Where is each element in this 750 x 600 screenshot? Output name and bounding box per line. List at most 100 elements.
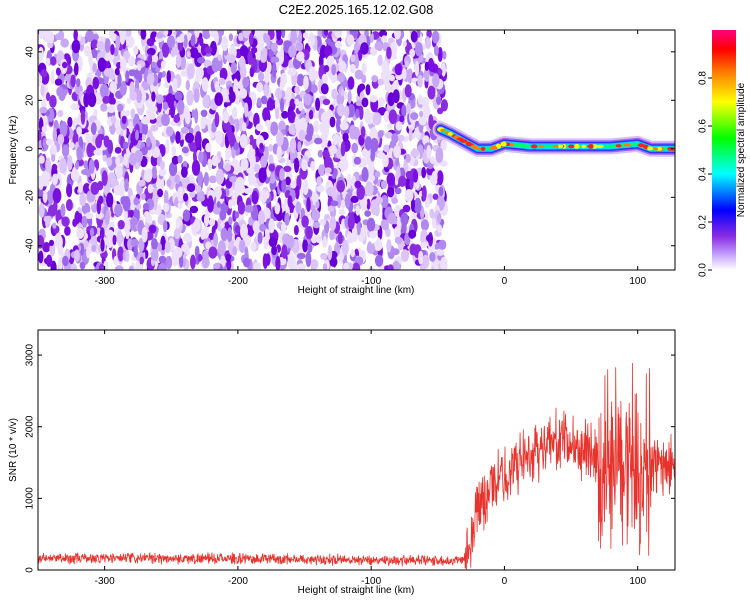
snr-frame: [37, 329, 676, 571]
noise-dot: [108, 30, 115, 39]
snr-line: [38, 362, 675, 570]
noise-dot: [158, 262, 167, 270]
noise-dot: [429, 208, 435, 219]
noise-dot: [43, 215, 52, 223]
noise-dot: [225, 253, 232, 262]
noise-dot: [395, 121, 402, 131]
noise-dot: [257, 210, 266, 226]
noise-dot: [244, 102, 249, 118]
noise-dot: [255, 123, 264, 132]
noise-dot: [401, 249, 410, 262]
noise-dot: [287, 195, 293, 208]
noise-dot: [306, 123, 314, 138]
colorbar-tick-label: 0.0: [698, 263, 709, 277]
signal-hotspot: [557, 144, 564, 149]
noise-dot: [329, 104, 334, 112]
noise-dot: [166, 126, 174, 137]
noise-dot: [99, 83, 109, 99]
noise-dot: [280, 223, 287, 233]
snr-x-tick-label: 0: [502, 576, 508, 587]
noise-dot: [361, 97, 369, 108]
noise-dot: [47, 205, 57, 217]
noise-dot: [95, 211, 104, 220]
noise-dot: [435, 147, 444, 164]
noise-dot: [83, 92, 90, 108]
noise-dot: [130, 108, 136, 119]
noise-dot: [148, 224, 157, 234]
noise-dot: [121, 115, 127, 125]
noise-dot: [310, 160, 316, 171]
noise-dot: [97, 133, 105, 141]
noise-dot: [429, 252, 436, 262]
noise-dot: [124, 178, 129, 193]
noise-region: [38, 30, 449, 270]
noise-dot: [313, 193, 319, 203]
noise-dot: [294, 98, 300, 106]
noise-dot: [296, 263, 306, 270]
snr-x-tick-label: -200: [228, 576, 248, 587]
noise-dot: [56, 86, 64, 97]
noise-dot: [136, 89, 142, 104]
noise-dot: [234, 225, 241, 234]
noise-dot: [130, 238, 139, 248]
noise-dot: [433, 45, 439, 56]
noise-dot: [180, 126, 189, 134]
noise-dot: [209, 132, 215, 139]
noise-dot: [280, 46, 284, 62]
noise-dot: [168, 161, 178, 177]
noise-dot: [287, 67, 297, 77]
noise-dot: [220, 221, 225, 229]
noise-dot: [42, 242, 51, 253]
noise-dot: [116, 230, 123, 247]
noise-dot: [78, 181, 83, 193]
noise-dot: [73, 30, 78, 41]
noise-dot: [226, 259, 232, 270]
signal-trace: [432, 121, 675, 157]
noise-dot: [150, 124, 158, 132]
noise-dot: [395, 73, 403, 81]
noise-dot: [184, 110, 191, 125]
noise-dot: [149, 105, 158, 113]
noise-dot: [281, 179, 287, 193]
snr-series: [38, 362, 675, 570]
noise-dot: [346, 232, 354, 244]
noise-dot: [355, 100, 363, 107]
noise-dot: [410, 30, 418, 43]
noise-dot: [90, 39, 99, 49]
noise-dot: [57, 134, 65, 145]
noise-dot: [264, 69, 270, 84]
noise-dot: [76, 227, 85, 239]
noise-dot: [200, 109, 208, 118]
noise-dot: [151, 91, 156, 102]
noise-dot: [84, 45, 91, 57]
noise-dot: [191, 159, 201, 176]
noise-dot: [133, 197, 140, 206]
colorbar-tick-label: 0.4: [698, 167, 709, 181]
noise-dot: [162, 101, 169, 111]
noise-dot: [234, 211, 240, 219]
noise-dot: [422, 105, 431, 119]
noise-dot: [71, 39, 81, 54]
noise-dot: [197, 57, 206, 64]
noise-dot: [326, 186, 336, 197]
noise-dot: [52, 222, 57, 229]
noise-dot: [406, 102, 411, 114]
noise-dot: [440, 256, 448, 270]
noise-dot: [377, 78, 384, 86]
noise-dot: [432, 73, 440, 88]
noise-dot: [344, 193, 351, 209]
noise-dot: [91, 48, 98, 59]
noise-dot: [164, 240, 171, 254]
noise-dot: [402, 40, 407, 48]
noise-dot: [42, 190, 48, 203]
noise-dot: [232, 246, 237, 256]
noise-dot: [244, 187, 253, 195]
noise-dot: [124, 30, 132, 38]
noise-dot: [221, 36, 229, 52]
noise-dot: [305, 226, 313, 240]
colorbar-tick-label: 0.6: [698, 119, 709, 133]
noise-dot: [222, 110, 230, 124]
noise-dot: [382, 154, 389, 168]
noise-dot: [57, 109, 64, 118]
snr-y-tick-label: 3000: [25, 344, 36, 367]
